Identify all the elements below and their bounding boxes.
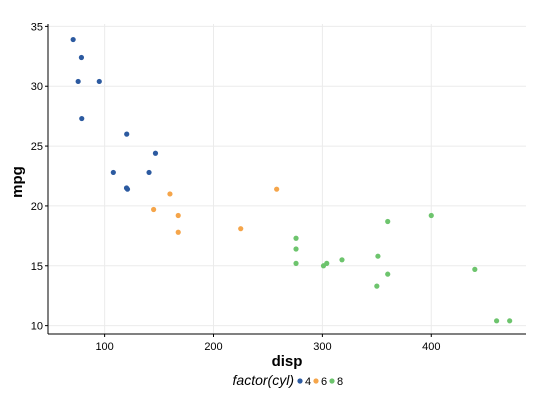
x-axis-ticks: 100 200 300 400 [95,334,440,353]
data-point-cyl-8 [339,257,345,263]
y-tick-label: 15 [31,261,43,273]
y-axis-ticks: 10 15 20 25 30 35 [31,21,48,333]
y-tick-label: 20 [31,201,43,213]
data-point-cyl-6 [167,191,173,197]
legend-label-8: 8 [337,376,343,388]
data-point-cyl-8 [385,271,391,277]
legend-key-6 [313,378,319,384]
data-point-cyl-4 [110,169,116,176]
x-tick-label: 400 [422,341,440,353]
data-point-cyl-4 [75,78,81,85]
y-axis-label: mpg [9,166,26,198]
data-point-cyl-4 [146,169,152,176]
data-point-cyl-8 [507,318,513,324]
data-point-cyl-4 [79,115,85,122]
legend-key-8 [329,378,335,384]
axes [47,24,526,335]
data-point-cyl-4 [78,54,85,61]
data-point-cyl-8 [293,235,299,241]
data-point-cyl-6 [274,186,280,192]
data-point-cyl-8 [385,218,391,225]
data-point-cyl-8 [472,266,478,272]
x-tick-label: 200 [204,341,222,353]
y-tick-label: 35 [31,21,43,33]
data-point-cyl-8 [375,253,381,259]
data-points [70,36,513,324]
y-tick-label: 25 [31,141,43,153]
legend-label-6: 6 [321,376,327,388]
data-point-cyl-8 [374,283,380,289]
data-point-cyl-4 [124,131,130,137]
data-point-cyl-8 [293,246,299,252]
legend-title: factor(cyl) [233,372,294,388]
legend-key-4 [297,378,303,384]
data-point-cyl-6 [151,206,157,213]
data-point-cyl-8 [428,212,434,219]
y-tick-label: 10 [31,321,43,333]
data-point-cyl-8 [320,263,327,269]
data-point-cyl-6 [175,229,181,235]
x-tick-label: 100 [95,341,113,353]
data-point-cyl-6 [175,212,181,219]
data-point-cyl-4 [152,150,159,156]
data-point-cyl-6 [238,226,244,232]
data-point-cyl-4 [96,78,102,85]
y-tick-label: 30 [31,81,43,93]
data-point-cyl-8 [293,260,299,266]
x-axis-label: disp [272,353,303,370]
data-point-cyl-4 [124,186,131,192]
data-point-cyl-8 [494,318,500,324]
grid-lines [48,24,526,334]
legend-label-4: 4 [305,376,311,388]
x-tick-label: 300 [313,341,331,353]
data-point-cyl-4 [70,36,76,43]
